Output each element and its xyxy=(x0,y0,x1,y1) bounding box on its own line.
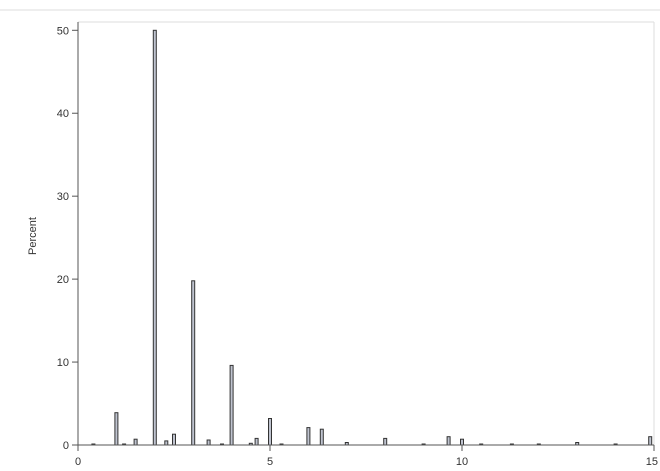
bar xyxy=(164,440,169,446)
x-tick-label: 10 xyxy=(456,456,468,468)
bar xyxy=(383,437,388,446)
x-tick-label: 5 xyxy=(267,456,273,468)
y-tick-label: 50 xyxy=(57,25,69,37)
bar xyxy=(133,438,138,446)
bar xyxy=(319,428,324,446)
plot-area xyxy=(78,21,655,445)
bar-series xyxy=(91,29,653,446)
y-tick-label: 0 xyxy=(63,440,69,452)
bar xyxy=(172,433,176,446)
bar xyxy=(114,412,119,446)
bar xyxy=(254,437,259,446)
bar xyxy=(306,427,311,446)
x-tick-label: 15 xyxy=(646,456,658,468)
y-tick-label: 20 xyxy=(57,274,69,286)
y-tick-label: 40 xyxy=(57,108,69,120)
bar xyxy=(446,436,451,446)
x-tick-label: 0 xyxy=(75,456,81,468)
y-axis-title: Percent xyxy=(27,217,39,255)
y-tick-label: 10 xyxy=(57,357,69,369)
y-tick-label: 30 xyxy=(57,191,69,203)
axes: 0 10 20 30 40 50 0 5 10 15 xyxy=(57,22,658,468)
bar xyxy=(648,436,653,446)
bar xyxy=(268,418,272,446)
bar xyxy=(152,29,157,446)
bar xyxy=(460,438,464,446)
bar xyxy=(206,439,211,446)
bar xyxy=(229,364,234,446)
bar xyxy=(191,280,196,446)
